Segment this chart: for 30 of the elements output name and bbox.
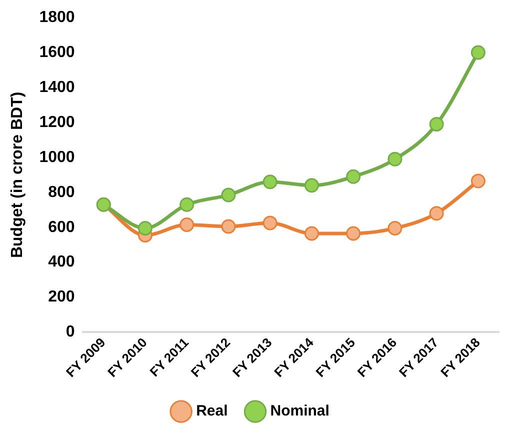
point: [180, 217, 194, 232]
y-tick-label: 1200: [39, 114, 75, 131]
legend-label: Real: [196, 402, 228, 420]
point: [429, 206, 444, 221]
y-tick-label: 600: [48, 218, 75, 236]
point: [221, 219, 236, 234]
legend-label: Nominal: [270, 402, 330, 420]
y-tick-label: 200: [48, 288, 75, 306]
point: [470, 174, 486, 188]
point: [429, 116, 444, 132]
point: [138, 220, 152, 236]
point: [262, 216, 278, 230]
point: [388, 220, 402, 236]
point: [388, 152, 402, 166]
point: [221, 188, 236, 202]
point: [470, 45, 486, 60]
point: [304, 226, 319, 241]
point: [346, 169, 361, 184]
point: [262, 174, 278, 190]
y-tick-label: 1000: [39, 148, 75, 166]
y-axis-title: Budget (in crore BDT): [9, 92, 26, 258]
point: [180, 197, 194, 212]
y-tick-label: 1600: [39, 44, 75, 61]
y-tick-label: 1400: [39, 78, 75, 96]
y-tick-label: 0: [66, 324, 75, 341]
point: [346, 226, 361, 241]
y-tick-label: 400: [48, 254, 75, 271]
y-tick-label: 1800: [39, 9, 75, 26]
y-tick-label: 800: [48, 184, 75, 201]
point: [304, 178, 319, 193]
